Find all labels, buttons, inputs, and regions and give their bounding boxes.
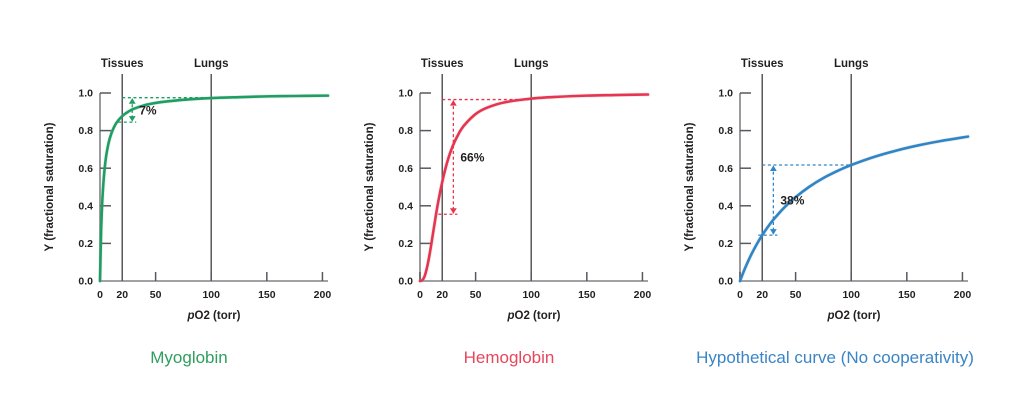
marker-label-lungs: Lungs <box>194 58 229 70</box>
chart-svg-myoglobin: Tissues Lungs 0.0 0.2 0.4 0.6 0.8 1.0 0 20 50 100 15… <box>44 58 332 322</box>
x-tick-label-50: 50 <box>470 289 482 301</box>
annotation-arrowhead-bottom-hypothetical <box>769 229 777 235</box>
y-axis-title: Y (fractional saturation) <box>44 122 56 251</box>
x-axis-title-rest: O2 (torr) <box>515 310 561 322</box>
y-tick-label-0.6: 0.6 <box>718 163 733 175</box>
x-tick-label-150: 150 <box>898 289 916 301</box>
annotation-arrowhead-top-hemoglobin <box>449 100 457 106</box>
y-tick-label-0.8: 0.8 <box>78 125 93 137</box>
y-tick-label-0.2: 0.2 <box>718 238 733 250</box>
x-axis-title: pO2 (torr) <box>826 310 880 322</box>
x-tick-label-150: 150 <box>578 289 596 301</box>
annotation-delta-label-hypothetical: 38% <box>780 194 804 208</box>
curve-shadow-hemoglobin <box>417 92 651 284</box>
caption-myoglobin: Myoglobin <box>150 348 228 367</box>
curve-hypothetical <box>738 135 970 283</box>
curve-hemoglobin <box>418 93 650 283</box>
y-tick-label-1.0: 1.0 <box>398 88 413 100</box>
caption-hypothetical: Hypothetical curve (No cooperativity) <box>696 348 974 367</box>
x-tick-label-50: 50 <box>790 289 802 301</box>
y-tick-label-0.8: 0.8 <box>398 125 413 137</box>
chart-svg-hypothetical: Tissues Lungs 0.0 0.2 0.4 0.6 0.8 1.0 0 20 50 100 15… <box>684 58 972 322</box>
annotation-arrowhead-bottom-myoglobin <box>128 116 136 122</box>
annotation-arrowhead-top-hypothetical <box>769 165 777 172</box>
curve-shadow-hypothetical <box>737 134 971 284</box>
curve-myoglobin <box>98 94 330 283</box>
marker-label-lungs: Lungs <box>834 58 869 70</box>
x-tick-label-50: 50 <box>150 289 162 301</box>
x-axis-title: pO2 (torr) <box>186 310 240 322</box>
y-tick-label-1.0: 1.0 <box>78 88 93 100</box>
x-tick-label-100: 100 <box>202 289 220 301</box>
curve-shadow-myoglobin <box>97 93 331 284</box>
y-axis-title: Y (fractional saturation) <box>684 122 696 251</box>
chart-panel-myoglobin: Tissues Lungs 0.0 0.2 0.4 0.6 0.8 1.0 0 20 50 100 15… <box>20 34 358 344</box>
marker-label-tissues: Tissues <box>101 58 144 70</box>
y-axis-title: Y (fractional saturation) <box>364 122 376 251</box>
x-axis-title-p: p <box>506 310 514 322</box>
caption-hemoglobin: Hemoglobin <box>463 348 555 367</box>
y-tick-label-0.8: 0.8 <box>718 125 733 137</box>
y-tick-label-0.0: 0.0 <box>718 276 733 288</box>
x-tick-label-20: 20 <box>116 289 128 301</box>
marker-label-tissues: Tissues <box>421 58 464 70</box>
x-axis-title-p: p <box>186 310 194 322</box>
annotation-delta-label-hemoglobin: 66% <box>460 150 484 164</box>
y-tick-label-0.4: 0.4 <box>718 200 733 212</box>
y-tick-label-0.6: 0.6 <box>398 163 413 175</box>
x-tick-label-20: 20 <box>756 289 768 301</box>
x-tick-label-0: 0 <box>737 289 743 301</box>
x-axis-title-rest: O2 (torr) <box>835 310 881 322</box>
x-tick-label-0: 0 <box>97 289 103 301</box>
y-tick-label-0.4: 0.4 <box>398 200 413 212</box>
chart-svg-hemoglobin: Tissues Lungs 0.0 0.2 0.4 0.6 0.8 1.0 0 20 50 100 15… <box>364 58 652 322</box>
y-tick-label-0.2: 0.2 <box>398 238 413 250</box>
x-tick-label-20: 20 <box>436 289 448 301</box>
y-tick-label-0.0: 0.0 <box>398 276 413 288</box>
x-tick-label-200: 200 <box>954 289 972 301</box>
chart-panel-hemoglobin: Tissues Lungs 0.0 0.2 0.4 0.6 0.8 1.0 0 20 50 100 15… <box>340 34 678 344</box>
x-axis-title-rest: O2 (torr) <box>195 310 241 322</box>
marker-label-tissues: Tissues <box>741 58 784 70</box>
annotation-arrowhead-bottom-hemoglobin <box>449 208 457 214</box>
x-tick-label-100: 100 <box>842 289 860 301</box>
chart-panel-hypothetical: Tissues Lungs 0.0 0.2 0.4 0.6 0.8 1.0 0 20 50 100 15… <box>660 34 998 344</box>
y-tick-label-0.4: 0.4 <box>78 200 93 212</box>
x-tick-label-200: 200 <box>634 289 652 301</box>
annotation-delta-label-myoglobin: 7% <box>139 103 157 117</box>
x-tick-label-100: 100 <box>522 289 540 301</box>
x-tick-label-0: 0 <box>417 289 423 301</box>
y-tick-label-0.6: 0.6 <box>78 163 93 175</box>
y-tick-label-1.0: 1.0 <box>718 88 733 100</box>
x-tick-label-200: 200 <box>314 289 332 301</box>
annotation-arrowhead-top-myoglobin <box>128 98 136 104</box>
x-axis-title-p: p <box>826 310 834 322</box>
x-tick-label-150: 150 <box>258 289 276 301</box>
x-axis-title: pO2 (torr) <box>506 310 560 322</box>
marker-label-lungs: Lungs <box>514 58 549 70</box>
y-tick-label-0.2: 0.2 <box>78 238 93 250</box>
y-tick-label-0.0: 0.0 <box>78 276 93 288</box>
